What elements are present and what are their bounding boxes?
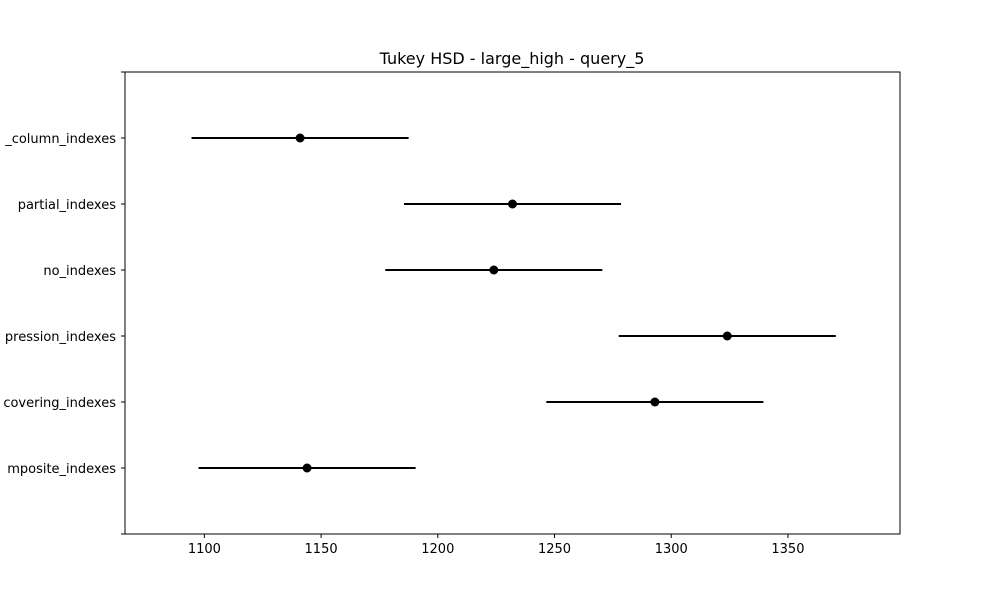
- y-axis: _column_indexes partial_indexes no_indexes…: [3, 71, 125, 535]
- plot-area-frame: [124, 71, 901, 535]
- x-tick-label: 1200: [421, 542, 454, 557]
- chart-title: Tukey HSD - large_high - query_5: [379, 49, 645, 69]
- group-mean-point: [489, 265, 499, 275]
- group-mean-point: [295, 133, 305, 143]
- x-tick-label: 1300: [655, 542, 688, 557]
- y-tick-label: _column_indexes: [4, 132, 116, 147]
- chart-marks: [191, 133, 836, 473]
- x-tick-label: 1150: [305, 542, 338, 557]
- x-tick-label: 1250: [538, 542, 571, 557]
- group-mean-point: [722, 331, 732, 341]
- y-tick-label: no_indexes: [43, 264, 116, 279]
- y-tick-label: partial_indexes: [18, 198, 117, 213]
- y-tick-label: mposite_indexes: [7, 462, 116, 477]
- x-tick-label: 1350: [771, 542, 804, 557]
- group-mean-point: [650, 397, 660, 407]
- group-mean-point: [302, 463, 312, 473]
- group-mean-point: [508, 199, 517, 209]
- x-tick-label: 1100: [188, 542, 221, 557]
- x-axis: 1100 1150 1200 1250 1300 1350: [188, 534, 804, 557]
- y-tick-label: pression_indexes: [5, 330, 116, 345]
- y-tick-label: covering_indexes: [3, 396, 116, 411]
